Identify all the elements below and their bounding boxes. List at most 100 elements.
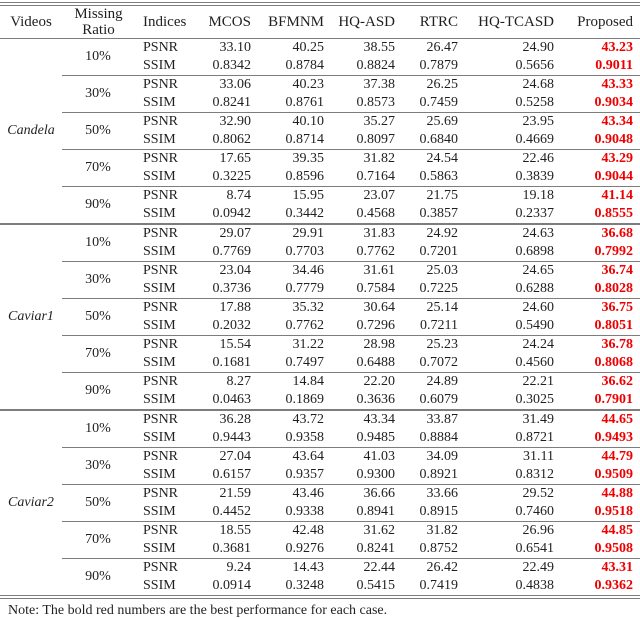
value-cell: 0.3248 xyxy=(285,578,325,593)
value-cell: 8.27 xyxy=(195,372,255,391)
value-cell: 24.63 xyxy=(462,223,558,243)
value-cell: 23.07 xyxy=(328,186,399,205)
value-cell: 0.2032 xyxy=(212,318,252,333)
value-cell: 41.03 xyxy=(328,447,399,466)
value-cell: 43.34 xyxy=(328,409,399,429)
index-cell: SSIM xyxy=(143,206,176,221)
value-cell: 26.96 xyxy=(462,521,558,540)
value-cell: 24.68 xyxy=(462,75,558,94)
missing-ratio-header-line1: Missing xyxy=(74,6,123,22)
proposed-value-cell: 36.78 xyxy=(558,335,640,354)
proposed-value-cell: 44.65 xyxy=(558,409,640,429)
index-cell: PSNR xyxy=(127,149,195,168)
video-label: Caviar1 xyxy=(0,223,62,410)
value-cell: 40.23 xyxy=(255,75,328,94)
value-cell: 0.7460 xyxy=(515,504,555,519)
table-row: SSIM 0.1681 0.7497 0.6488 0.7072 0.4560 0.8068 xyxy=(0,354,640,373)
table-row: SSIM 0.6157 0.9357 0.9300 0.8921 0.8312 0.9509 xyxy=(0,466,640,485)
value-cell: 27.04 xyxy=(195,447,255,466)
value-cell: 36.28 xyxy=(195,409,255,429)
value-cell: 0.6488 xyxy=(356,355,396,370)
value-cell: 0.4452 xyxy=(212,504,252,519)
proposed-value-cell: 0.9034 xyxy=(594,95,634,110)
table-row: SSIM 0.0942 0.3442 0.4568 0.3857 0.2337 0.8555 xyxy=(0,205,640,224)
table-row: 50% PSNR 32.90 40.10 35.27 25.69 23.95 43.34 xyxy=(0,112,640,150)
value-cell: 24.90 xyxy=(522,40,555,55)
value-cell: 31.22 xyxy=(255,335,328,354)
value-cell: 15.95 xyxy=(255,186,328,205)
value-cell: 17.65 xyxy=(195,149,255,168)
value-cell: 0.6079 xyxy=(419,392,459,407)
value-cell: 23.95 xyxy=(462,112,558,131)
results-table: Videos Missing Ratio Indices MCOS BFMNM … xyxy=(0,6,640,595)
table-row: 50% PSNR 21.59 43.46 36.66 33.66 29.52 44.88 xyxy=(0,484,640,522)
proposed-value-cell: 44.88 xyxy=(558,484,640,503)
index-cell: SSIM xyxy=(143,244,176,259)
value-cell: 26.47 xyxy=(426,40,459,55)
value-cell: 0.0914 xyxy=(212,578,252,593)
index-cell: SSIM xyxy=(143,355,176,370)
index-cell: PSNR xyxy=(127,75,195,94)
value-cell: 15.54 xyxy=(195,335,255,354)
index-cell: SSIM xyxy=(143,467,176,482)
value-cell: 0.6288 xyxy=(515,281,555,296)
value-cell: 0.7459 xyxy=(419,95,459,110)
value-cell: 0.8342 xyxy=(212,58,252,73)
value-cell: 0.5863 xyxy=(419,169,459,184)
value-cell: 0.8824 xyxy=(356,58,396,73)
table-row: SSIM 0.8342 0.8784 0.8824 0.7879 0.5656 0.9011 xyxy=(0,57,640,76)
value-cell: 0.3025 xyxy=(515,392,555,407)
table-row: 50% PSNR 17.88 35.32 30.64 25.14 24.60 36.75 xyxy=(0,298,640,336)
value-cell: 0.7072 xyxy=(419,355,459,370)
value-cell: 0.9300 xyxy=(356,467,396,482)
proposed-value-cell: 0.9509 xyxy=(594,467,634,482)
proposed-value-cell: 43.33 xyxy=(558,75,640,94)
value-cell: 21.75 xyxy=(399,186,462,205)
index-cell: PSNR xyxy=(127,521,195,540)
value-cell: 37.38 xyxy=(328,75,399,94)
table-row: 30% PSNR 27.04 43.64 41.03 34.09 31.11 44.79 xyxy=(0,447,640,485)
proposed-value-cell: 0.8068 xyxy=(594,355,634,370)
proposed-value-cell: 0.9493 xyxy=(594,430,634,445)
value-cell: 18.55 xyxy=(195,521,255,540)
missing-ratio-cell: 30% xyxy=(62,447,127,485)
value-cell: 29.52 xyxy=(462,484,558,503)
value-cell: 0.8784 xyxy=(285,58,325,73)
col-header-missing-ratio: Missing Ratio xyxy=(62,6,127,39)
table-row: SSIM 0.3681 0.9276 0.8241 0.8752 0.6541 0.9508 xyxy=(0,540,640,559)
index-cell: PSNR xyxy=(127,223,195,243)
value-cell: 0.8097 xyxy=(356,132,396,147)
value-cell: 31.49 xyxy=(462,409,558,429)
value-cell: 38.55 xyxy=(363,40,396,55)
proposed-value-cell: 0.8051 xyxy=(594,318,634,333)
table-note: Note: The bold red numbers are the best … xyxy=(8,603,388,618)
value-cell: 0.5415 xyxy=(356,578,396,593)
table-row: SSIM 0.3736 0.7779 0.7584 0.7225 0.6288 0.8028 xyxy=(0,280,640,299)
value-cell: 29.07 xyxy=(195,223,255,243)
table-top-rule xyxy=(0,2,640,6)
value-cell: 36.66 xyxy=(328,484,399,503)
value-cell: 0.8062 xyxy=(212,132,252,147)
value-cell: 31.61 xyxy=(328,261,399,280)
missing-ratio-cell: 90% xyxy=(62,186,127,224)
index-cell: PSNR xyxy=(127,298,195,317)
value-cell: 0.7762 xyxy=(285,318,325,333)
value-cell: 8.74 xyxy=(195,186,255,205)
value-cell: 0.8241 xyxy=(356,541,396,556)
value-cell: 0.7879 xyxy=(419,58,459,73)
value-cell: 0.7164 xyxy=(356,169,396,184)
index-cell: SSIM xyxy=(143,392,176,407)
table-row: SSIM 0.8241 0.8761 0.8573 0.7459 0.5258 0.9034 xyxy=(0,94,640,113)
value-cell: 40.25 xyxy=(292,40,325,55)
index-cell: SSIM xyxy=(143,132,176,147)
value-cell: 33.87 xyxy=(399,409,462,429)
table-row: Caviar1 10% PSNR 29.07 29.91 31.83 24.92 24.63 3… xyxy=(0,223,640,410)
value-cell: 24.89 xyxy=(399,372,462,391)
index-cell: PSNR xyxy=(127,335,195,354)
value-cell: 0.6840 xyxy=(419,132,459,147)
value-cell: 0.8761 xyxy=(285,95,325,110)
value-cell: 0.3636 xyxy=(356,392,396,407)
index-cell: PSNR xyxy=(127,558,195,577)
value-cell: 0.8915 xyxy=(419,504,459,519)
